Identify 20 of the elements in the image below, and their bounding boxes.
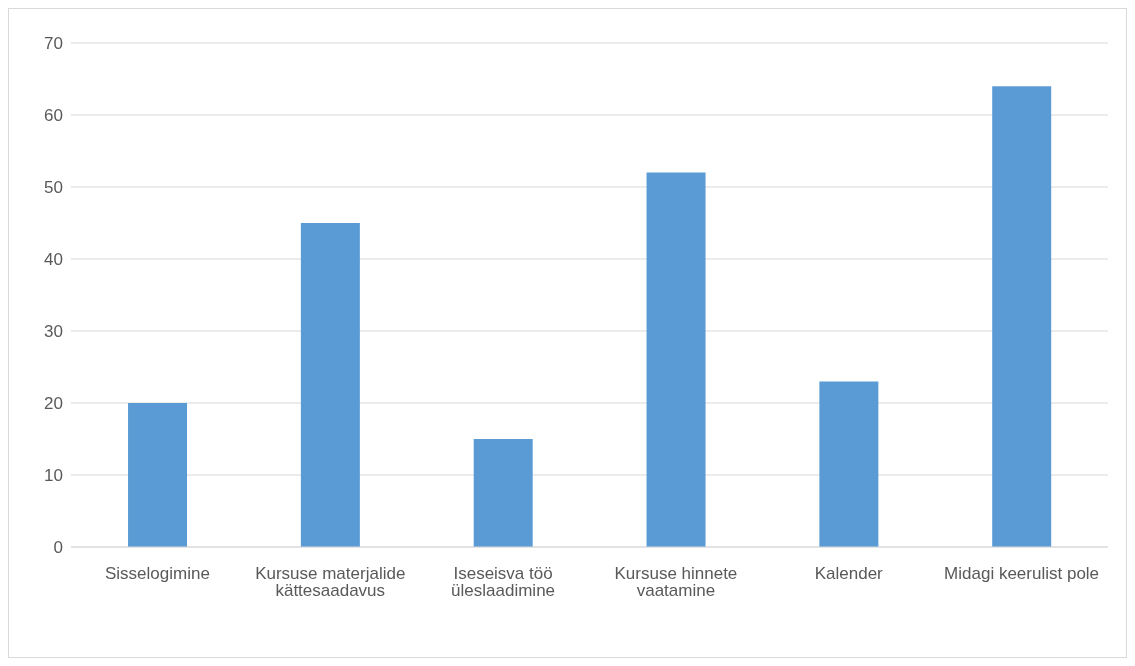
x-tick-label: Kursuse materjalide kättesaadavus	[255, 564, 406, 601]
y-tick-label: 10	[44, 466, 63, 486]
bar	[473, 439, 533, 547]
bar	[992, 86, 1052, 547]
y-tick-label: 40	[44, 250, 63, 270]
y-tick-label: 30	[44, 322, 63, 342]
bar	[300, 223, 360, 547]
x-tick-label: Sisselogimine	[104, 564, 210, 584]
x-tick-label: Iseseisva töö üleslaadimine	[451, 564, 556, 601]
x-tick-label: Midagi keerulist pole	[944, 564, 1100, 584]
y-tick-label: 20	[44, 394, 63, 414]
bar	[128, 403, 188, 547]
x-tick-label: Kalender	[814, 564, 884, 584]
y-tick-label: 70	[44, 34, 63, 54]
y-tick-label: 50	[44, 178, 63, 198]
bar	[819, 381, 879, 547]
bar	[646, 172, 706, 547]
y-tick-label: 0	[53, 538, 63, 558]
y-tick-label: 60	[44, 106, 63, 126]
x-tick-label: Kursuse hinnete vaatamine	[614, 564, 738, 601]
